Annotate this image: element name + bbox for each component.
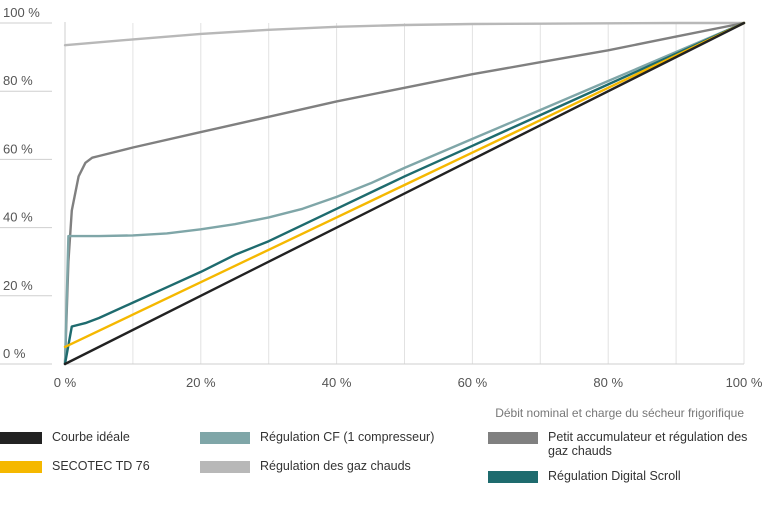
- series-line-4: [63, 21, 746, 366]
- legend-item-secotec: SECOTEC TD 76: [0, 459, 150, 473]
- legend-swatch: [488, 432, 538, 444]
- legend-swatch: [200, 432, 250, 444]
- legend-item-digital-scroll: Régulation Digital Scroll: [488, 469, 681, 483]
- series-line-2: [63, 21, 746, 366]
- x-tick-label: 20 %: [186, 375, 216, 390]
- y-tick-label: 0 %: [3, 346, 26, 361]
- series-line-5: [63, 21, 746, 47]
- legend-item-gaz-chauds: Régulation des gaz chauds: [200, 459, 411, 473]
- y-tick-label: 20 %: [3, 278, 33, 293]
- legend-item-petit-accumulateur: Petit accumulateur et régulation des gaz…: [488, 430, 758, 458]
- legend-label: Régulation des gaz chauds: [260, 459, 411, 473]
- x-tick-label: 100 %: [726, 375, 763, 390]
- y-tick-label: 40 %: [3, 210, 33, 225]
- x-tick-labels: 0 % 20 % 40 % 60 % 80 % 100 %: [54, 375, 763, 390]
- y-tick-label: 100 %: [3, 5, 40, 20]
- y-tick-label: 60 %: [3, 141, 33, 156]
- series-line-1: [63, 21, 746, 349]
- legend-swatch: [0, 432, 42, 444]
- legend-label: Petit accumulateur et régulation des gaz…: [548, 430, 748, 458]
- x-tick-label: 80 %: [593, 375, 623, 390]
- legend: Courbe idéale SECOTEC TD 76 Régulation C…: [0, 430, 769, 513]
- x-axis-title: Débit nominal et charge du sécheur frigo…: [495, 406, 744, 420]
- legend-swatch: [488, 471, 538, 483]
- legend-label: Régulation CF (1 compresseur): [260, 430, 435, 444]
- legend-label: Courbe idéale: [52, 430, 130, 444]
- grid-lines: [132, 23, 745, 364]
- chart: 0 % 20 % 40 % 60 % 80 % 100 % 0 % 20 % 40 % 60 %…: [0, 5, 763, 390]
- series-lines: [63, 21, 746, 366]
- legend-swatch: [0, 461, 42, 473]
- legend-label: Régulation Digital Scroll: [548, 469, 681, 483]
- x-tick-label: 40 %: [322, 375, 352, 390]
- axes: [0, 22, 744, 365]
- y-tick-labels: 0 % 20 % 40 % 60 % 80 % 100 %: [3, 5, 40, 361]
- legend-swatch: [200, 461, 250, 473]
- x-tick-label: 0 %: [54, 375, 77, 390]
- legend-item-regulation-cf: Régulation CF (1 compresseur): [200, 430, 434, 444]
- series-line-0: [63, 21, 746, 366]
- x-tick-label: 60 %: [458, 375, 488, 390]
- y-tick-label: 80 %: [3, 73, 33, 88]
- legend-item-courbe-ideale: Courbe idéale: [0, 430, 130, 444]
- legend-label: SECOTEC TD 76: [52, 459, 150, 473]
- series-line-3: [63, 21, 746, 366]
